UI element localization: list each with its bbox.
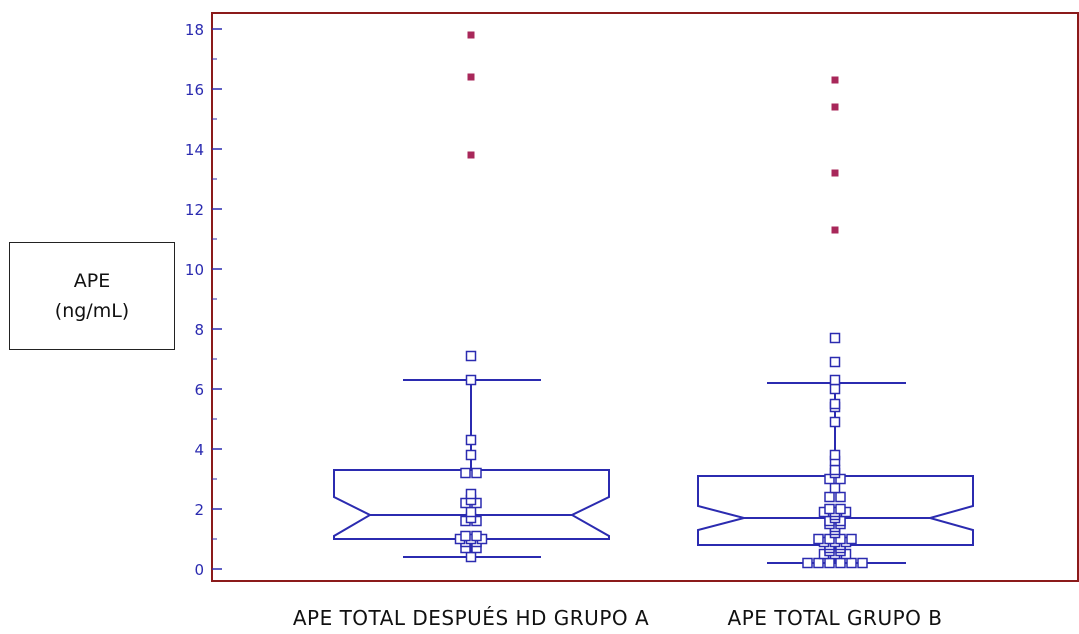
data-point xyxy=(857,557,868,569)
outlier-points xyxy=(467,31,839,234)
outlier-point xyxy=(831,76,839,84)
y-tick-label: 4 xyxy=(194,441,204,459)
data-points xyxy=(454,332,868,569)
y-axis-label: APE (ng/mL) xyxy=(9,242,175,350)
x-category-label-b: APE TOTAL GRUPO B xyxy=(727,606,943,630)
y-axis-label-line1: APE xyxy=(73,269,111,292)
data-point xyxy=(829,332,841,344)
data-point xyxy=(465,488,477,500)
data-point xyxy=(835,533,846,545)
data-point xyxy=(471,530,482,542)
outlier-point xyxy=(831,226,839,234)
data-point xyxy=(835,473,846,485)
x-category-label-a: APE TOTAL DESPUÉS HD GRUPO A xyxy=(292,606,650,630)
data-point xyxy=(829,374,841,386)
data-point xyxy=(835,491,846,503)
outlier-point xyxy=(467,31,475,39)
data-point xyxy=(829,356,841,368)
y-axis-label-line2: (ng/mL) xyxy=(54,300,130,322)
data-point xyxy=(829,482,841,494)
data-point xyxy=(465,434,477,446)
y-tick-label: 12 xyxy=(185,201,204,219)
data-point xyxy=(802,557,813,569)
y-tick-label: 2 xyxy=(194,501,204,519)
data-point xyxy=(465,506,477,518)
outlier-point xyxy=(831,103,839,111)
y-tick-label: 14 xyxy=(185,141,204,159)
y-tick-label: 0 xyxy=(194,561,204,579)
outlier-point xyxy=(467,73,475,81)
data-point xyxy=(460,467,471,479)
y-tick-label: 18 xyxy=(185,21,204,39)
data-point xyxy=(835,557,846,569)
notched-box xyxy=(333,469,610,540)
data-point xyxy=(846,533,857,545)
notched-box xyxy=(697,475,974,546)
data-point xyxy=(465,551,477,563)
data-point xyxy=(460,530,471,542)
data-point xyxy=(824,503,835,515)
y-tick-label: 10 xyxy=(185,261,204,279)
data-point xyxy=(465,374,477,386)
outlier-point xyxy=(467,151,475,159)
data-point xyxy=(824,533,835,545)
data-point xyxy=(813,533,824,545)
data-point xyxy=(846,557,857,569)
data-point xyxy=(835,503,846,515)
data-point xyxy=(829,398,841,410)
data-point xyxy=(829,383,841,395)
y-tick-label: 6 xyxy=(194,381,204,399)
data-point xyxy=(465,449,477,461)
plot-frame xyxy=(211,12,1079,582)
data-point xyxy=(471,467,482,479)
outlier-point xyxy=(831,169,839,177)
y-tick-label: 8 xyxy=(194,321,204,339)
y-axis: 0 2 4 6 8 10 12 14 16 18 xyxy=(185,21,222,579)
data-point xyxy=(829,416,841,428)
data-point xyxy=(829,449,841,461)
data-point xyxy=(829,464,841,476)
data-point xyxy=(465,350,477,362)
data-point xyxy=(824,491,835,503)
y-tick-label: 16 xyxy=(185,81,204,99)
data-point xyxy=(813,557,824,569)
data-point xyxy=(824,473,835,485)
data-point xyxy=(824,557,835,569)
